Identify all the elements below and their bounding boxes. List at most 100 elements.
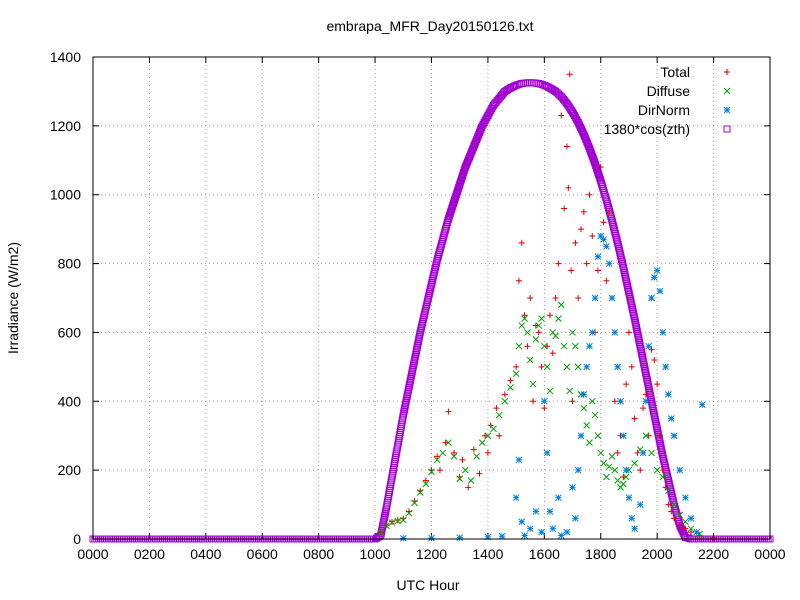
- data-point: [459, 456, 466, 463]
- y-tick-label: 400: [58, 393, 82, 409]
- data-point: [490, 425, 497, 433]
- data-point: [535, 329, 542, 336]
- data-point: [687, 514, 695, 522]
- data-point: [578, 226, 585, 233]
- data-point: [688, 529, 695, 536]
- data-point: [540, 342, 548, 350]
- data-point: [597, 232, 605, 240]
- data-point: [377, 529, 385, 537]
- data-point: [642, 432, 650, 440]
- data-point: [530, 398, 537, 405]
- data-point: [411, 499, 418, 507]
- y-tick-label: 600: [58, 324, 82, 340]
- data-point: [433, 456, 441, 464]
- data-point: [631, 459, 638, 467]
- data-point: [515, 456, 523, 464]
- legend-marker: [723, 125, 731, 133]
- data-point: [572, 239, 579, 246]
- data-point: [394, 517, 401, 524]
- legend-label: Total: [660, 64, 690, 80]
- data-point: [495, 411, 503, 419]
- data-point: [465, 484, 472, 491]
- data-point: [439, 449, 447, 457]
- data-point: [484, 449, 491, 456]
- data-point: [444, 217, 452, 225]
- data-point: [619, 480, 627, 488]
- data-point: [456, 534, 464, 541]
- data-point: [535, 322, 543, 329]
- y-tick-label: 1000: [50, 187, 81, 203]
- data-point: [648, 449, 655, 457]
- data-point: [597, 164, 604, 171]
- x-tick-label: 2200: [698, 546, 729, 562]
- data-point: [659, 329, 667, 336]
- data-point: [518, 239, 525, 246]
- data-point: [445, 408, 452, 415]
- data-point: [600, 236, 607, 243]
- data-point: [636, 501, 644, 508]
- data-point: [399, 534, 407, 542]
- series-0: [377, 71, 717, 542]
- data-point: [563, 363, 571, 371]
- data-point: [521, 312, 528, 319]
- data-point: [515, 277, 522, 284]
- data-point: [640, 405, 647, 412]
- data-point: [710, 535, 717, 542]
- data-point: [532, 335, 540, 343]
- data-point: [538, 363, 545, 370]
- data-point: [524, 329, 531, 336]
- data-point: [540, 397, 548, 405]
- data-point: [518, 518, 526, 526]
- data-point: [619, 432, 627, 440]
- data-point: [574, 363, 582, 371]
- y-axis-label: Irradiance (W/m2): [5, 242, 21, 354]
- data-point: [645, 342, 653, 350]
- y-tick-label: 0: [73, 531, 81, 547]
- data-point: [543, 449, 551, 457]
- data-point: [569, 329, 576, 336]
- data-point: [589, 233, 596, 240]
- data-point: [665, 487, 672, 495]
- data-point: [586, 342, 593, 350]
- data-point: [628, 363, 635, 370]
- data-point: [580, 391, 588, 398]
- x-tick-label: 1400: [472, 546, 503, 562]
- data-point: [568, 267, 575, 274]
- data-point: [399, 516, 407, 524]
- x-tick-label: 0000: [754, 546, 785, 562]
- x-tick-label: 1600: [529, 546, 560, 562]
- data-point: [662, 363, 669, 371]
- data-point: [614, 363, 622, 371]
- data-point: [566, 71, 573, 78]
- data-point: [546, 387, 554, 395]
- y-tick-label: 1400: [50, 49, 81, 65]
- data-point: [586, 191, 593, 198]
- x-tick-label: 0400: [190, 546, 221, 562]
- data-point: [682, 518, 689, 526]
- data-point: [558, 112, 565, 119]
- legend-marker: [724, 69, 730, 75]
- data-point: [549, 350, 556, 357]
- data-point: [642, 397, 650, 405]
- data-point: [653, 466, 661, 474]
- data-point: [637, 467, 644, 474]
- x-tick-label: 0600: [247, 546, 278, 562]
- data-point: [537, 80, 545, 88]
- data-point: [527, 79, 535, 87]
- data-point: [541, 405, 548, 412]
- data-point: [659, 467, 666, 474]
- data-point: [682, 525, 689, 532]
- data-point: [645, 432, 652, 439]
- data-point: [563, 528, 571, 536]
- data-point: [575, 295, 582, 301]
- data-point: [555, 260, 562, 267]
- data-point: [526, 525, 534, 533]
- data-point: [507, 377, 514, 384]
- data-point: [656, 432, 663, 439]
- data-point: [484, 432, 492, 440]
- data-point: [496, 432, 503, 439]
- chart-title: embrapa_MFR_Day20150126.txt: [326, 18, 533, 34]
- data-point: [665, 391, 672, 398]
- y-tick-label: 1200: [50, 118, 81, 134]
- data-point: [580, 404, 588, 412]
